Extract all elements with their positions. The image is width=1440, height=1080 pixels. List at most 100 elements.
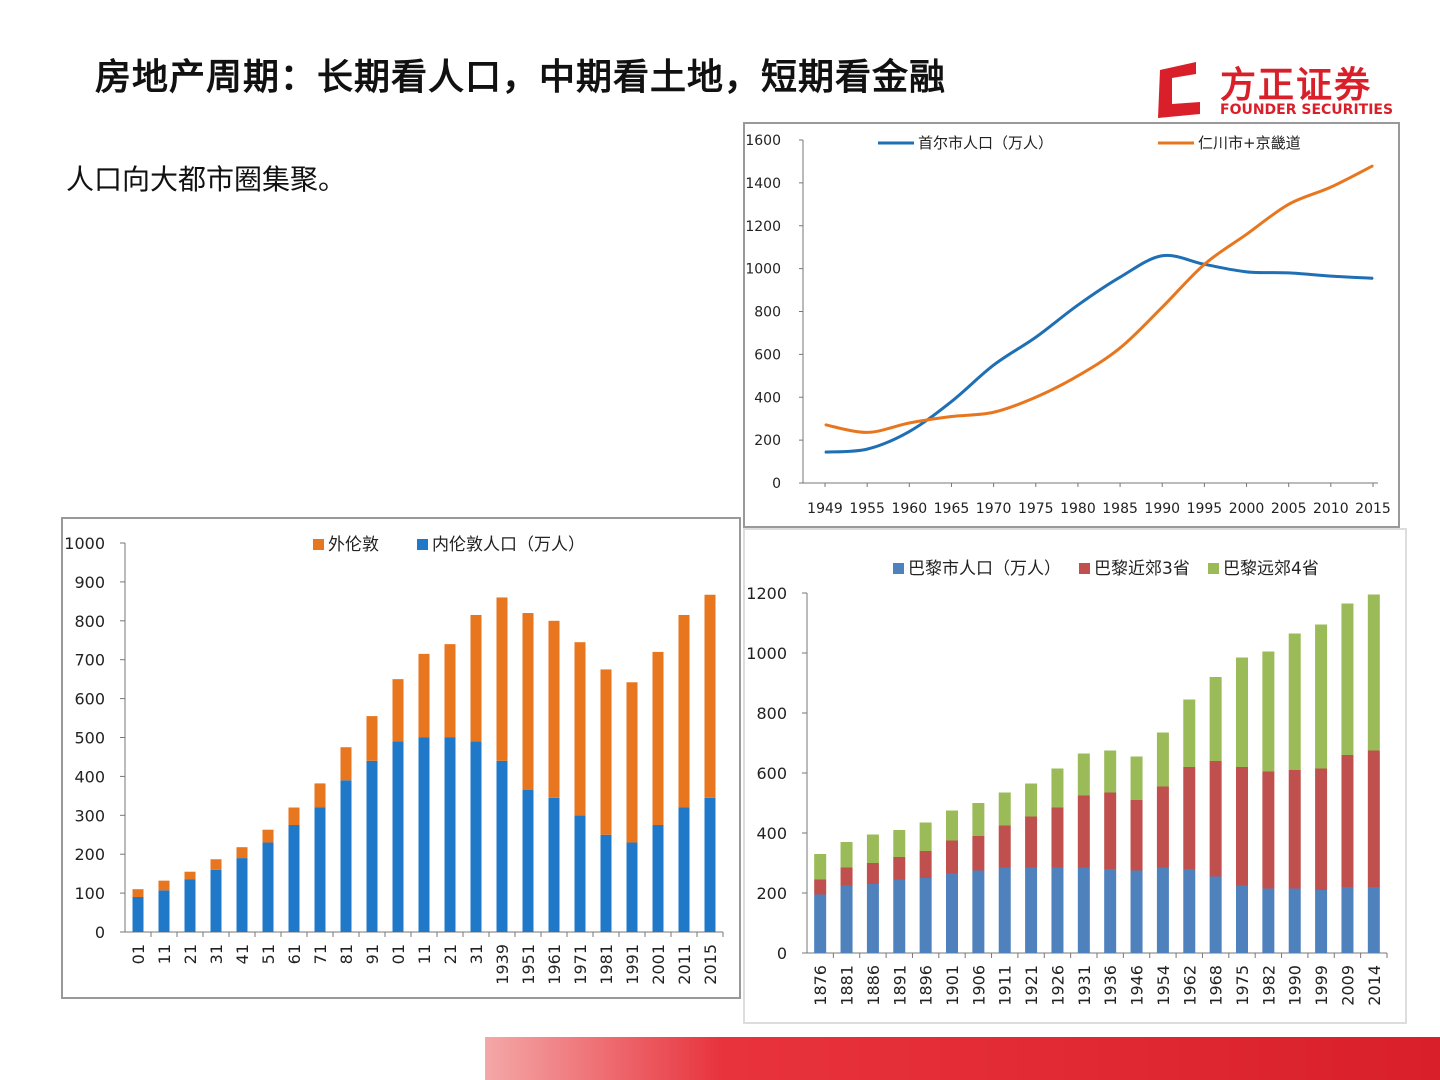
bar-segment-2 (998, 825, 1011, 868)
bar-segment-2 (548, 620, 560, 798)
bar-segment-1 (893, 879, 906, 953)
x-tick-label: 1881 (838, 965, 857, 1006)
bar-segment-1 (314, 807, 326, 932)
bar-segment-2 (1315, 768, 1328, 890)
data-point-2 (908, 422, 910, 424)
data-point-2 (824, 424, 826, 426)
logo-name: 方正证券 (1220, 65, 1373, 106)
data-point-1 (866, 448, 868, 450)
bar-segment-2 (158, 880, 170, 891)
x-tick-label: 1886 (864, 965, 883, 1006)
bar-segment-3 (866, 834, 879, 863)
x-tick-label: 1990 (1286, 965, 1305, 1006)
bar-segment-1 (496, 760, 508, 932)
bar-segment-3 (1209, 677, 1222, 761)
bar-segment-1 (704, 797, 716, 932)
bar-segment-1 (840, 885, 853, 953)
y-tick-label: 600 (756, 764, 787, 783)
london-bar-chart: 0 100 200 300 400 500 600 700 800 900 1000 01 11 21 31… (61, 517, 741, 999)
x-tick-label: 11 (155, 944, 174, 964)
x-tick-label: 2014 (1365, 965, 1384, 1006)
bar-segment-1 (1025, 867, 1038, 953)
bar-segment-2 (496, 597, 508, 761)
bar-segment-3 (919, 822, 932, 851)
bar-segment-1 (392, 741, 404, 932)
y-tick-label: 400 (756, 824, 787, 843)
y-tick-label: 200 (756, 884, 787, 903)
legend-label-1: 巴黎市人口（万人） (908, 559, 1061, 579)
bar-segment-1 (1262, 888, 1275, 953)
bar-segment-2 (444, 644, 456, 738)
data-point-1 (1288, 272, 1290, 274)
bar-segment-3 (972, 803, 985, 836)
bar-segment-1 (418, 737, 430, 932)
legend-label-1: 外伦敦 (328, 535, 379, 555)
bar-segment-2 (1288, 770, 1301, 889)
x-tick-label: 1975 (1233, 965, 1252, 1006)
legend-swatch-1 (893, 563, 904, 574)
data-point-1 (950, 400, 953, 403)
bar-segment-1 (919, 878, 932, 953)
x-tick-label: 1891 (890, 965, 909, 1006)
x-tick-label: 1936 (1101, 965, 1120, 1006)
bar-segment-2 (522, 613, 534, 791)
bar-segment-1 (1130, 870, 1143, 953)
x-tick-label: 1995 (1187, 501, 1223, 517)
y-tick-label: 1000 (64, 534, 105, 553)
page-subtitle: 人口向大都市圈集聚。 (66, 163, 347, 196)
y-tick-label: 0 (777, 944, 787, 963)
bar-segment-2 (1209, 761, 1222, 877)
bar-segment-2 (1130, 800, 1143, 871)
bar-segment-2 (1341, 755, 1354, 887)
london-bar-chart-svg: 0 100 200 300 400 500 600 700 800 900 1000 01 11 21 31… (61, 517, 741, 999)
bar-segment-3 (998, 792, 1011, 826)
legend-label-2: 巴黎近郊3省 (1094, 559, 1190, 579)
y-tick-label: 500 (74, 729, 105, 748)
x-tick-label: 1999 (1312, 965, 1331, 1006)
x-tick-label: 1970 (976, 501, 1012, 517)
x-tick-label: 31 (207, 944, 226, 964)
bar-segment-2 (1104, 792, 1117, 869)
bar-segment-1 (972, 870, 985, 953)
y-tick-label: 200 (74, 845, 105, 864)
bar-segment-1 (132, 896, 144, 932)
paris-bar-chart: 0 200 400 600 800 1000 1200 1876 1881 1886 1891 189… (743, 528, 1407, 1024)
data-point-1 (1035, 336, 1037, 338)
y-tick-label: 1400 (745, 176, 781, 192)
bar-segment-3 (1341, 603, 1354, 755)
bar-segment-2 (626, 682, 638, 843)
y-tick-label: 400 (754, 390, 781, 406)
bar-segment-1 (1209, 876, 1222, 953)
x-tick-label: 41 (233, 944, 252, 964)
bar-segment-1 (1315, 890, 1328, 953)
x-tick-label: 1946 (1128, 965, 1147, 1006)
bar-segment-2 (470, 614, 482, 742)
y-tick-label: 1600 (745, 133, 781, 149)
bar-segment-1 (1341, 887, 1354, 953)
bar-segment-3 (1367, 594, 1380, 751)
bar-segment-3 (840, 842, 853, 868)
x-tick-label: 51 (259, 944, 278, 964)
legend-label-1: 首尔市人口（万人） (918, 134, 1053, 152)
bar-segment-1 (866, 884, 879, 953)
bar-segment-2 (262, 829, 274, 843)
bar-segment-1 (340, 780, 352, 932)
x-tick-label: 1975 (1018, 501, 1054, 517)
data-point-2 (1288, 203, 1290, 205)
bar-segment-1 (1156, 867, 1169, 953)
x-tick-label: 1965 (934, 501, 970, 517)
x-tick-label: 1955 (849, 501, 885, 517)
x-tick-label: 1921 (1022, 965, 1041, 1006)
bar-segment-3 (946, 810, 958, 841)
bar-segment-2 (132, 889, 144, 897)
x-tick-label: 71 (311, 944, 330, 964)
y-tick-label: 1200 (745, 219, 781, 235)
bar-segment-2 (340, 747, 352, 781)
bar-segment-1 (522, 790, 534, 932)
bar-segment-2 (866, 863, 879, 884)
bar-segment-2 (1262, 771, 1275, 889)
bar-segment-1 (548, 797, 560, 932)
chart-frame (743, 122, 1400, 528)
y-tick-label: 0 (95, 923, 105, 942)
x-tick-label: 01 (389, 944, 408, 964)
